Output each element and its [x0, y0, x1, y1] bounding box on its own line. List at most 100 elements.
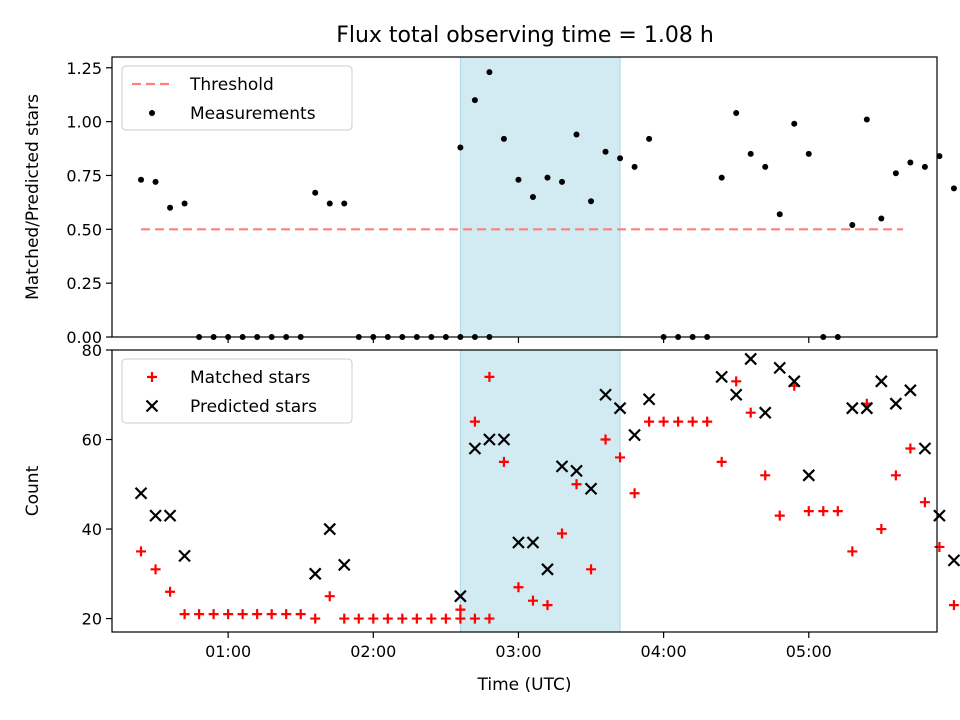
count-x-axis-label: Time (UTC)	[477, 675, 572, 695]
x-tick-label: 01:00	[205, 642, 251, 661]
measurement-point	[167, 204, 174, 211]
measurement-point	[326, 200, 333, 207]
matched-star-point	[629, 488, 640, 499]
matched-star-point	[223, 609, 234, 620]
y-tick-label: 0.00	[66, 328, 102, 347]
predicted-star-point	[642, 392, 656, 406]
legend-entry-label: Matched stars	[190, 368, 310, 388]
measurement-point	[921, 163, 928, 170]
ratio-plot-marks	[138, 69, 957, 340]
matched-star-point	[905, 443, 916, 454]
measurement-point	[573, 131, 580, 138]
matched-star-point	[136, 546, 147, 557]
predicted-star-point	[744, 352, 757, 366]
predicted-star-point	[526, 536, 540, 549]
predicted-star-point	[454, 589, 467, 603]
matched-star-point	[194, 609, 205, 620]
count-highlight-span	[459, 349, 621, 633]
y-tick-label: 20	[82, 610, 102, 629]
predicted-star-point	[599, 388, 612, 402]
matched-star-point	[513, 582, 524, 593]
measurement-point	[747, 150, 754, 157]
figure-title: Flux total observing time = 1.08 h	[336, 23, 714, 48]
ratio-axes-frame	[111, 56, 938, 338]
matched-star-point	[658, 416, 669, 427]
predicted-star-point	[947, 554, 960, 567]
predicted-star-point	[846, 401, 859, 415]
measurement-point	[950, 185, 957, 192]
y-tick-label: 0.50	[66, 220, 102, 239]
matched-star-point	[281, 609, 292, 620]
matched-star-point	[339, 613, 350, 624]
measurement-point	[646, 135, 653, 142]
matched-star-point	[586, 564, 597, 575]
predicted-star-point	[773, 361, 787, 375]
ratio-highlight-span	[459, 56, 621, 338]
measurement-point	[892, 170, 899, 177]
y-tick-label: 0.75	[66, 166, 102, 185]
measurement-point	[849, 222, 856, 228]
x-tick-label: 03:00	[495, 642, 541, 661]
matched-star-point	[919, 497, 930, 508]
measurement-point	[863, 116, 870, 123]
measurement-point	[529, 194, 536, 200]
matched-star-point	[818, 506, 829, 517]
matched-star-point	[702, 416, 713, 427]
matched-star-point	[571, 479, 582, 490]
predicted-star-point	[555, 460, 569, 473]
measurement-point	[617, 155, 624, 162]
matched-star-point	[760, 470, 771, 481]
matched-star-point	[411, 613, 422, 624]
y-tick-label: 60	[82, 431, 102, 450]
matched-star-point	[252, 609, 263, 620]
legend-entry-label: Measurements	[190, 104, 316, 124]
matched-star-point	[832, 506, 843, 517]
predicted-star-point	[613, 401, 627, 415]
matched-star-point	[469, 613, 480, 624]
legend-matched-swatch	[147, 372, 157, 382]
predicted-star-point	[570, 464, 583, 478]
matched-star-point	[165, 586, 176, 597]
measurement-point	[341, 200, 348, 207]
measurement-point	[544, 174, 551, 181]
measurement-point	[152, 178, 159, 185]
predicted-star-point	[904, 384, 917, 397]
matched-star-point	[615, 452, 626, 463]
matched-star-point	[382, 613, 393, 624]
matched-star-point	[890, 470, 901, 481]
matched-star-point	[324, 591, 335, 602]
legend-entry-label: Predicted stars	[190, 397, 317, 417]
matched-star-point	[934, 541, 945, 552]
matched-star-point	[150, 564, 161, 575]
measurement-point	[486, 69, 493, 76]
count-axis-ticks: 20 40 60 80 01:00 02:00 03:00 04:00 05:00	[82, 341, 832, 661]
matched-star-point	[498, 456, 509, 467]
predicted-star-point	[933, 509, 946, 522]
count-plot-marks	[134, 352, 960, 624]
predicted-star-point	[802, 469, 816, 482]
matched-star-point	[527, 595, 538, 606]
matched-star-point	[847, 546, 858, 557]
legend-measurement-swatch	[149, 110, 155, 116]
matched-star-point	[876, 524, 887, 535]
measurement-point	[733, 110, 740, 116]
matched-star-point	[948, 600, 959, 611]
highlight-span-rect	[459, 349, 621, 633]
y-tick-label: 1.25	[66, 59, 102, 78]
y-tick-label: 80	[82, 341, 102, 360]
matched-star-point	[353, 613, 364, 624]
measurement-point	[907, 159, 914, 166]
predicted-star-point	[163, 509, 177, 522]
x-tick-label: 04:00	[641, 642, 687, 661]
predicted-star-point	[918, 442, 932, 455]
matched-star-point	[368, 613, 379, 624]
predicted-star-point	[149, 509, 162, 522]
y-tick-label: 1.00	[66, 113, 102, 132]
y-tick-label: 0.25	[66, 274, 102, 293]
matched-star-point	[179, 609, 190, 620]
predicted-star-point	[729, 388, 743, 402]
y-tick-label: 40	[82, 520, 102, 539]
measurement-point	[138, 176, 145, 183]
measurement-point	[471, 97, 478, 104]
